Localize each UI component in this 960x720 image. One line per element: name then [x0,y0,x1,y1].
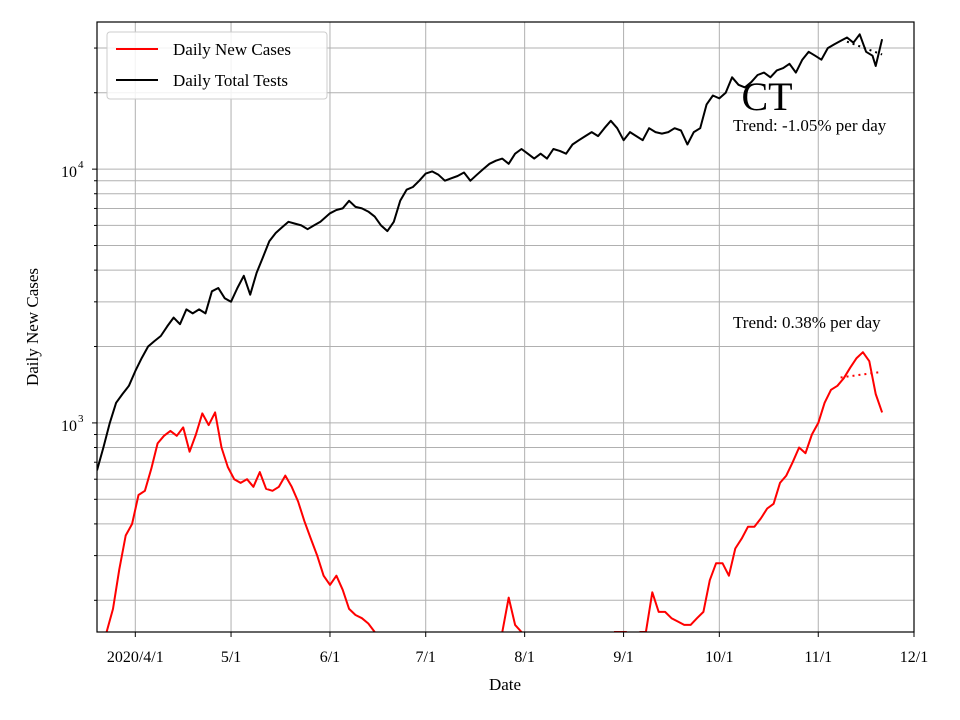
legend-box [106,31,328,100]
x-tick-label: 10/1 [705,649,733,666]
x-tick-label: 8/1 [514,649,534,666]
x-tick-label: 5/1 [221,649,241,666]
y-axis-label: Daily New Cases [23,268,42,386]
legend-label-tests: Daily Total Tests [173,71,288,90]
ticks [92,47,915,637]
x-tick-label: 12/1 [900,649,928,666]
y-tick-label-exponent: 4 [78,159,84,171]
y-tick-label: 10 [61,418,77,435]
x-tick-label: 6/1 [320,649,340,666]
state-label: CT [741,74,792,119]
tests-trend-annotation: Trend: -1.05% per day [733,116,887,135]
series-layer [97,33,884,632]
tick-labels: 2020/4/1 5/1 6/1 7/1 8/1 9/1 10/1 11/1 12/110 310… [61,159,928,666]
trend-line-daily-new-cases [840,370,883,379]
x-axis-label: Date [489,675,521,694]
y-tick-label-exponent: 3 [78,413,84,425]
x-tick-label: 2020/4/1 [107,649,164,666]
series-line-daily-new-cases [105,351,884,632]
x-tick-label: 11/1 [804,649,832,666]
x-tick-label: 7/1 [415,649,435,666]
trend-line-daily-total-tests [846,40,883,56]
legend: Daily New Cases Daily Total Tests [106,31,328,100]
cases-trend-annotation: Trend: 0.38% per day [733,313,881,332]
legend-label-cases: Daily New Cases [173,40,291,59]
series-line-daily-total-tests [97,33,884,471]
x-tick-label: 9/1 [613,649,633,666]
grid [97,22,915,632]
y-tick-label: 10 [61,164,77,181]
plot-frame [96,21,915,633]
